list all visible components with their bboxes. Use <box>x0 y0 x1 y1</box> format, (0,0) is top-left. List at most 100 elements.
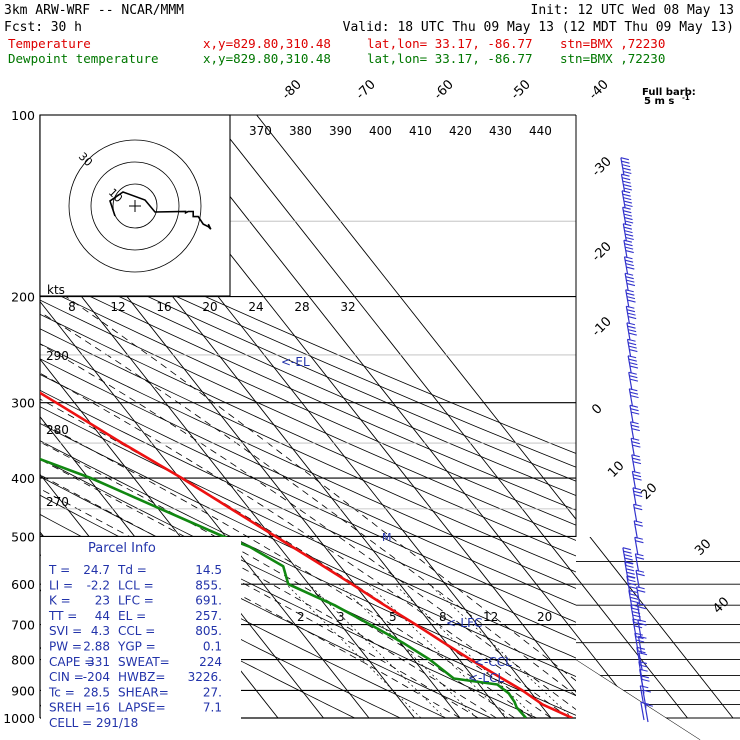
mixing-ratio-line <box>368 583 509 718</box>
forecast-label: Fcst: <box>4 20 43 35</box>
pressure-tick-label: 600 <box>11 577 35 592</box>
wind-barb-flag <box>631 441 640 445</box>
wind-barb <box>620 157 632 176</box>
wind-barb-flag <box>631 424 640 428</box>
wind-barb-staff <box>623 240 628 259</box>
wind-barb-flag <box>627 338 636 342</box>
el-annotation: <-EL <box>281 355 310 369</box>
wind-barb-flag <box>624 230 633 234</box>
wind-barb-flag <box>621 160 630 164</box>
moist-adiabat <box>40 458 497 718</box>
sounding-profiles <box>40 391 573 718</box>
lfc-annotation: <-LFC <box>446 616 482 630</box>
mixing-ratio-label: 2 <box>297 610 305 624</box>
wind-barb-flag <box>640 675 650 679</box>
parcel-info-label: SWEAT= <box>118 655 170 669</box>
wind-barb-flag <box>626 292 635 296</box>
wind-barb <box>633 503 643 523</box>
wind-barb-flag <box>628 316 637 320</box>
mixing-ratio-line <box>428 583 573 718</box>
wind-barb-staff <box>634 553 640 572</box>
wind-barb-flag <box>622 206 631 210</box>
wind-barb-flag <box>635 639 645 643</box>
hodograph-speed-label: 12 <box>110 300 125 314</box>
wind-barb-staff <box>633 504 638 523</box>
wind-barb-flag <box>623 213 633 217</box>
legend-temperature-name: Temperature <box>8 36 91 51</box>
wind-barb-staff <box>644 704 649 723</box>
hodograph-speed-label: 28 <box>294 300 309 314</box>
isotherm-label: -10 <box>589 314 615 340</box>
wind-barb-flag <box>624 243 633 247</box>
wind-barb <box>637 635 647 655</box>
wind-barb-staff <box>629 405 634 424</box>
wind-barb <box>626 322 637 341</box>
model-title: 3km ARW-WRF -- NCAR/MMM <box>4 3 184 18</box>
wind-barb <box>635 569 645 589</box>
parcel-info-value: 4.3 <box>91 624 110 638</box>
wind-barb-flag <box>624 220 634 224</box>
wind-barb-flag <box>638 635 647 639</box>
wind-barb-flag <box>633 625 643 629</box>
wind-barb <box>634 632 645 651</box>
hodograph-speed-label: 16 <box>156 300 171 314</box>
wind-barb-flag <box>626 571 635 575</box>
isotherm-label: -40 <box>586 77 612 103</box>
temperature-profile-line <box>40 391 573 718</box>
pressure-tick-label: 200 <box>11 290 35 305</box>
wind-barb-flag <box>635 636 644 640</box>
full-barb-value: 5 m s <box>644 96 674 107</box>
wind-barb-staff <box>624 273 629 292</box>
wind-barb-flag <box>632 461 642 465</box>
potential-temperature-label: 270 <box>46 495 69 509</box>
wind-barb-flag <box>625 250 634 254</box>
parcel-info-value: 331 <box>87 655 110 669</box>
wind-barb-flag <box>633 621 642 625</box>
parcel-info-label: LI = <box>49 578 73 592</box>
wind-barb <box>627 355 639 374</box>
wind-barb <box>644 703 654 723</box>
parcel-info-value: 691. <box>195 594 222 608</box>
wind-barb-staff <box>640 702 645 721</box>
wind-barb-flag <box>632 474 642 478</box>
forecast-hour: 30 h <box>51 20 82 35</box>
wind-barb-flag <box>629 404 639 408</box>
parcel-info-label: SVI = <box>49 624 82 638</box>
wind-barb <box>624 272 636 292</box>
parcel-info-label: TT = <box>48 609 77 623</box>
wind-barb-flag <box>631 437 640 441</box>
wind-barb-flag <box>639 664 648 668</box>
wind-barb-flag <box>626 322 636 326</box>
wind-barb <box>625 289 636 308</box>
parcel-info-label: CELL = 291/18 <box>49 716 138 730</box>
wind-barb <box>620 173 633 193</box>
wind-barb-flag <box>625 568 635 572</box>
wind-barb-staff <box>622 223 628 242</box>
wind-barb-flag <box>635 556 645 560</box>
wind-barb <box>629 421 640 440</box>
wind-barb-flag <box>637 606 646 610</box>
wind-barb-staff <box>621 190 626 209</box>
wind-barb-flag <box>628 355 637 359</box>
isotherm-label: 20 <box>638 481 660 503</box>
dry-adiabat <box>40 406 576 659</box>
wind-barb-flag <box>622 167 631 171</box>
wind-barb-flag <box>622 180 631 184</box>
wind-barb-flag <box>628 358 637 362</box>
wind-barb <box>630 437 641 457</box>
wind-barb-flag <box>624 259 634 263</box>
wind-barb-staff <box>625 306 631 325</box>
wind-barb-flag <box>634 632 644 636</box>
wind-barb-flag <box>628 371 637 375</box>
valid-time: Valid: 18 UTC Thu 09 May 13 (12 MDT Thu … <box>343 20 734 35</box>
wind-barb-staff <box>633 520 638 539</box>
wind-barb-flag <box>623 223 632 227</box>
parcel-info-label: LFC = <box>118 594 154 608</box>
wind-barb <box>632 487 643 506</box>
ccl-annotation: <-CCL <box>474 655 512 669</box>
isotherm-label: -70 <box>353 77 379 103</box>
parcel-info-value: 2.88 <box>83 640 110 654</box>
parcel-info-label: SHEAR= <box>118 685 169 699</box>
wind-barb-flag <box>627 582 637 586</box>
wind-barb-flag <box>630 408 639 412</box>
